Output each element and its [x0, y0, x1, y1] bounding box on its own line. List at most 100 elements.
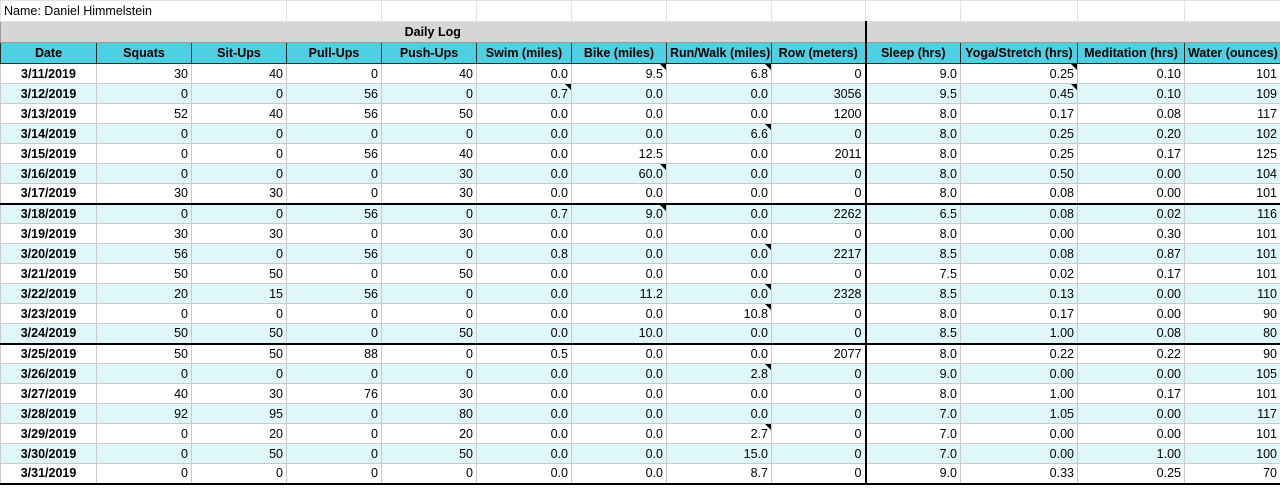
data-cell[interactable]: 30 — [381, 183, 477, 204]
data-cell[interactable]: 8.0 — [864, 223, 961, 244]
data-cell[interactable]: 0 — [96, 163, 192, 184]
data-cell[interactable]: 30 — [381, 223, 477, 244]
data-cell[interactable]: 0 — [286, 183, 382, 204]
data-cell[interactable]: 1.00 — [960, 323, 1078, 344]
data-cell[interactable]: 12.5 — [571, 143, 667, 164]
data-cell[interactable]: 0.0 — [571, 303, 667, 324]
data-cell[interactable]: 56 — [286, 243, 382, 264]
data-cell[interactable]: 0 — [286, 123, 382, 144]
data-cell[interactable]: 70 — [1184, 463, 1280, 485]
data-cell[interactable]: 0.8 — [476, 243, 572, 264]
data-cell[interactable]: 0.0 — [666, 202, 772, 224]
data-cell[interactable]: 0.7 — [476, 83, 572, 104]
data-cell[interactable]: 0.0 — [476, 183, 572, 204]
data-cell[interactable]: 0.0 — [476, 223, 572, 244]
data-cell[interactable]: 0 — [381, 123, 477, 144]
data-cell[interactable]: 0.0 — [571, 243, 667, 264]
date-cell[interactable]: 3/22/2019 — [0, 283, 97, 304]
column-header[interactable]: Water (ounces) — [1184, 42, 1280, 64]
data-cell[interactable]: 2262 — [771, 202, 866, 224]
data-cell[interactable]: 0.25 — [1077, 463, 1185, 485]
data-cell[interactable]: 2217 — [771, 243, 866, 264]
data-cell[interactable]: 0.0 — [666, 243, 772, 264]
data-cell[interactable]: 110 — [1184, 283, 1280, 304]
data-cell[interactable]: 10.0 — [571, 323, 667, 344]
data-cell[interactable]: 117 — [1184, 403, 1280, 424]
data-cell[interactable]: 92 — [96, 403, 192, 424]
data-cell[interactable]: 0.0 — [476, 263, 572, 284]
data-cell[interactable]: 105 — [1184, 363, 1280, 384]
data-cell[interactable]: 50 — [191, 263, 287, 284]
data-cell[interactable]: 0 — [286, 423, 382, 444]
data-cell[interactable]: 30 — [96, 223, 192, 244]
data-cell[interactable]: 117 — [1184, 103, 1280, 124]
data-cell[interactable]: 0.0 — [666, 103, 772, 124]
data-cell[interactable]: 0 — [771, 223, 866, 244]
data-cell[interactable]: 0.0 — [571, 363, 667, 384]
data-cell[interactable]: 40 — [381, 143, 477, 164]
data-cell[interactable]: 56 — [286, 202, 382, 224]
data-cell[interactable]: 1200 — [771, 103, 866, 124]
data-cell[interactable]: 0.0 — [666, 143, 772, 164]
data-cell[interactable]: 20 — [381, 423, 477, 444]
date-cell[interactable]: 3/28/2019 — [0, 403, 97, 424]
date-cell[interactable]: 3/26/2019 — [0, 363, 97, 384]
data-cell[interactable]: 76 — [286, 383, 382, 404]
date-cell[interactable]: 3/11/2019 — [0, 63, 97, 84]
data-cell[interactable]: 9.0 — [864, 363, 961, 384]
data-cell[interactable]: 40 — [191, 63, 287, 84]
empty-cell[interactable] — [771, 0, 866, 22]
data-cell[interactable]: 0.87 — [1077, 243, 1185, 264]
data-cell[interactable]: 0.0 — [476, 363, 572, 384]
data-cell[interactable]: 50 — [96, 263, 192, 284]
data-cell[interactable]: 0.0 — [476, 283, 572, 304]
data-cell[interactable]: 0 — [191, 123, 287, 144]
data-cell[interactable]: 0 — [771, 63, 866, 84]
data-cell[interactable]: 0.33 — [960, 463, 1078, 485]
data-cell[interactable]: 0 — [771, 443, 866, 464]
data-cell[interactable]: 0 — [96, 463, 192, 485]
data-cell[interactable]: 0.0 — [571, 403, 667, 424]
data-cell[interactable]: 0.08 — [1077, 103, 1185, 124]
data-cell[interactable]: 3056 — [771, 83, 866, 104]
data-cell[interactable]: 0 — [771, 383, 866, 404]
date-cell[interactable]: 3/14/2019 — [0, 123, 97, 144]
column-header[interactable]: Meditation (hrs) — [1077, 42, 1185, 64]
data-cell[interactable]: 0 — [96, 123, 192, 144]
data-cell[interactable]: 101 — [1184, 223, 1280, 244]
data-cell[interactable]: 0.00 — [960, 423, 1078, 444]
data-cell[interactable]: 0.0 — [571, 103, 667, 124]
data-cell[interactable]: 8.5 — [864, 243, 961, 264]
data-cell[interactable]: 0 — [381, 283, 477, 304]
data-cell[interactable]: 0.00 — [1077, 283, 1185, 304]
data-cell[interactable]: 0 — [286, 263, 382, 284]
data-cell[interactable]: 0 — [381, 363, 477, 384]
data-cell[interactable]: 0.0 — [571, 183, 667, 204]
data-cell[interactable]: 50 — [191, 323, 287, 344]
data-cell[interactable]: 0.08 — [960, 202, 1078, 224]
data-cell[interactable]: 0 — [286, 223, 382, 244]
data-cell[interactable]: 20 — [96, 283, 192, 304]
data-cell[interactable]: 0 — [191, 243, 287, 264]
data-cell[interactable]: 0.0 — [666, 342, 772, 364]
data-cell[interactable]: 0.00 — [960, 363, 1078, 384]
data-cell[interactable]: 0.08 — [960, 183, 1078, 204]
data-cell[interactable]: 0.0 — [476, 163, 572, 184]
data-cell[interactable]: 0.02 — [960, 263, 1078, 284]
data-cell[interactable]: 0 — [96, 202, 192, 224]
data-cell[interactable]: 50 — [191, 443, 287, 464]
data-cell[interactable]: 56 — [286, 83, 382, 104]
data-cell[interactable]: 0.00 — [1077, 183, 1185, 204]
data-cell[interactable]: 0.0 — [476, 463, 572, 485]
data-cell[interactable]: 9.5 — [571, 63, 667, 84]
data-cell[interactable]: 0.00 — [1077, 403, 1185, 424]
empty-cell[interactable] — [571, 0, 667, 22]
data-cell[interactable]: 2328 — [771, 283, 866, 304]
owner-name-cell[interactable]: Name: Daniel Himmelstein — [0, 0, 287, 22]
column-header[interactable]: Yoga/Stretch (hrs) — [960, 42, 1078, 64]
data-cell[interactable]: 8.0 — [864, 183, 961, 204]
data-cell[interactable]: 0.02 — [1077, 202, 1185, 224]
data-cell[interactable]: 0 — [191, 143, 287, 164]
column-header[interactable]: Swim (miles) — [476, 42, 572, 64]
data-cell[interactable]: 0 — [96, 83, 192, 104]
